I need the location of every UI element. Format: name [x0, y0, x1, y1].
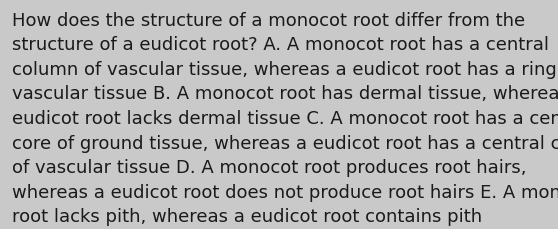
Text: whereas a eudicot root does not produce root hairs E. A monocot: whereas a eudicot root does not produce …: [12, 183, 558, 201]
Text: root lacks pith, whereas a eudicot root contains pith: root lacks pith, whereas a eudicot root …: [12, 207, 483, 225]
Text: vascular tissue B. A monocot root has dermal tissue, whereas a: vascular tissue B. A monocot root has de…: [12, 85, 558, 103]
Text: core of ground tissue, whereas a eudicot root has a central core: core of ground tissue, whereas a eudicot…: [12, 134, 558, 152]
Text: How does the structure of a monocot root differ from the: How does the structure of a monocot root…: [12, 11, 526, 29]
Text: of vascular tissue D. A monocot root produces root hairs,: of vascular tissue D. A monocot root pro…: [12, 158, 527, 176]
Text: structure of a eudicot root? A. A monocot root has a central: structure of a eudicot root? A. A monoco…: [12, 36, 549, 54]
Text: eudicot root lacks dermal tissue C. A monocot root has a central: eudicot root lacks dermal tissue C. A mo…: [12, 109, 558, 127]
Text: column of vascular tissue, whereas a eudicot root has a ring of: column of vascular tissue, whereas a eud…: [12, 60, 558, 78]
